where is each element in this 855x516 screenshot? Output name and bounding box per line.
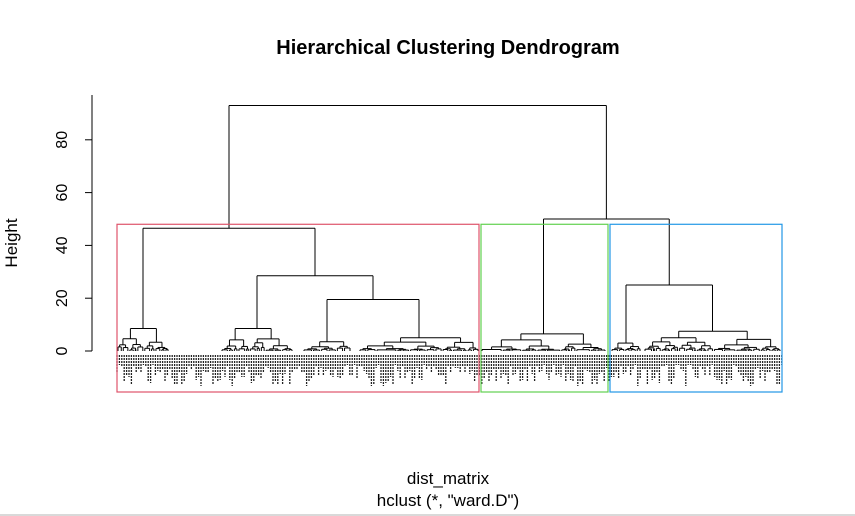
- y-tick-label: 40: [54, 236, 71, 254]
- cluster-3-box: [609, 223, 783, 393]
- cluster-1-box: [116, 223, 480, 393]
- method-sublabel: hclust (*, "ward.D"): [377, 491, 519, 510]
- y-tick-label: 0: [54, 346, 71, 355]
- y-tick-label: 60: [54, 184, 71, 202]
- y-axis-label: Height: [2, 218, 21, 267]
- y-axis: 0 20 40 60 80: [54, 95, 93, 355]
- y-tick-label: 20: [54, 289, 71, 307]
- x-axis-label: dist_matrix: [407, 469, 490, 488]
- cluster-boxes: [116, 223, 783, 393]
- dendrogram-tree: [117, 104, 781, 351]
- window-bottom-edge: [0, 514, 855, 516]
- leaf-labels: [116, 355, 783, 386]
- y-tick-label: 80: [54, 131, 71, 149]
- chart-title: Hierarchical Clustering Dendrogram: [276, 37, 619, 59]
- cluster-2-box: [480, 223, 609, 393]
